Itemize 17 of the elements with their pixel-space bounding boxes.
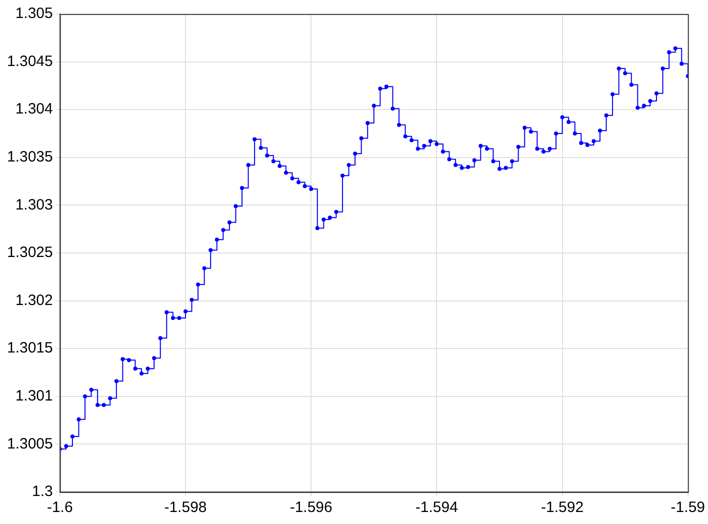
y-tick-label: 1.303 xyxy=(15,196,53,214)
x-tick-label: -1.596 xyxy=(290,499,332,516)
y-tick-label: 1.3005 xyxy=(6,435,53,452)
y-tick-label: 1.3045 xyxy=(6,52,53,70)
y-tick-label: 1.301 xyxy=(15,388,53,405)
y-tick-label: 1.302 xyxy=(15,292,53,309)
y-tick-label: 1.3 xyxy=(32,483,53,500)
x-tick-label: -1.598 xyxy=(164,499,207,516)
x-tick-label: -1.59 xyxy=(670,499,706,516)
y-tick-label: 1.305 xyxy=(15,5,53,22)
x-tick-label: -1.6 xyxy=(46,499,73,516)
y-tick-label: 1.3025 xyxy=(6,244,53,262)
x-tick-label: -1.592 xyxy=(541,499,584,516)
y-tick-label: 1.3015 xyxy=(6,340,53,357)
y-tick-label: 1.3035 xyxy=(6,148,53,166)
x-tick-label: -1.594 xyxy=(415,499,458,516)
y-tick-label: 1.304 xyxy=(15,100,53,118)
